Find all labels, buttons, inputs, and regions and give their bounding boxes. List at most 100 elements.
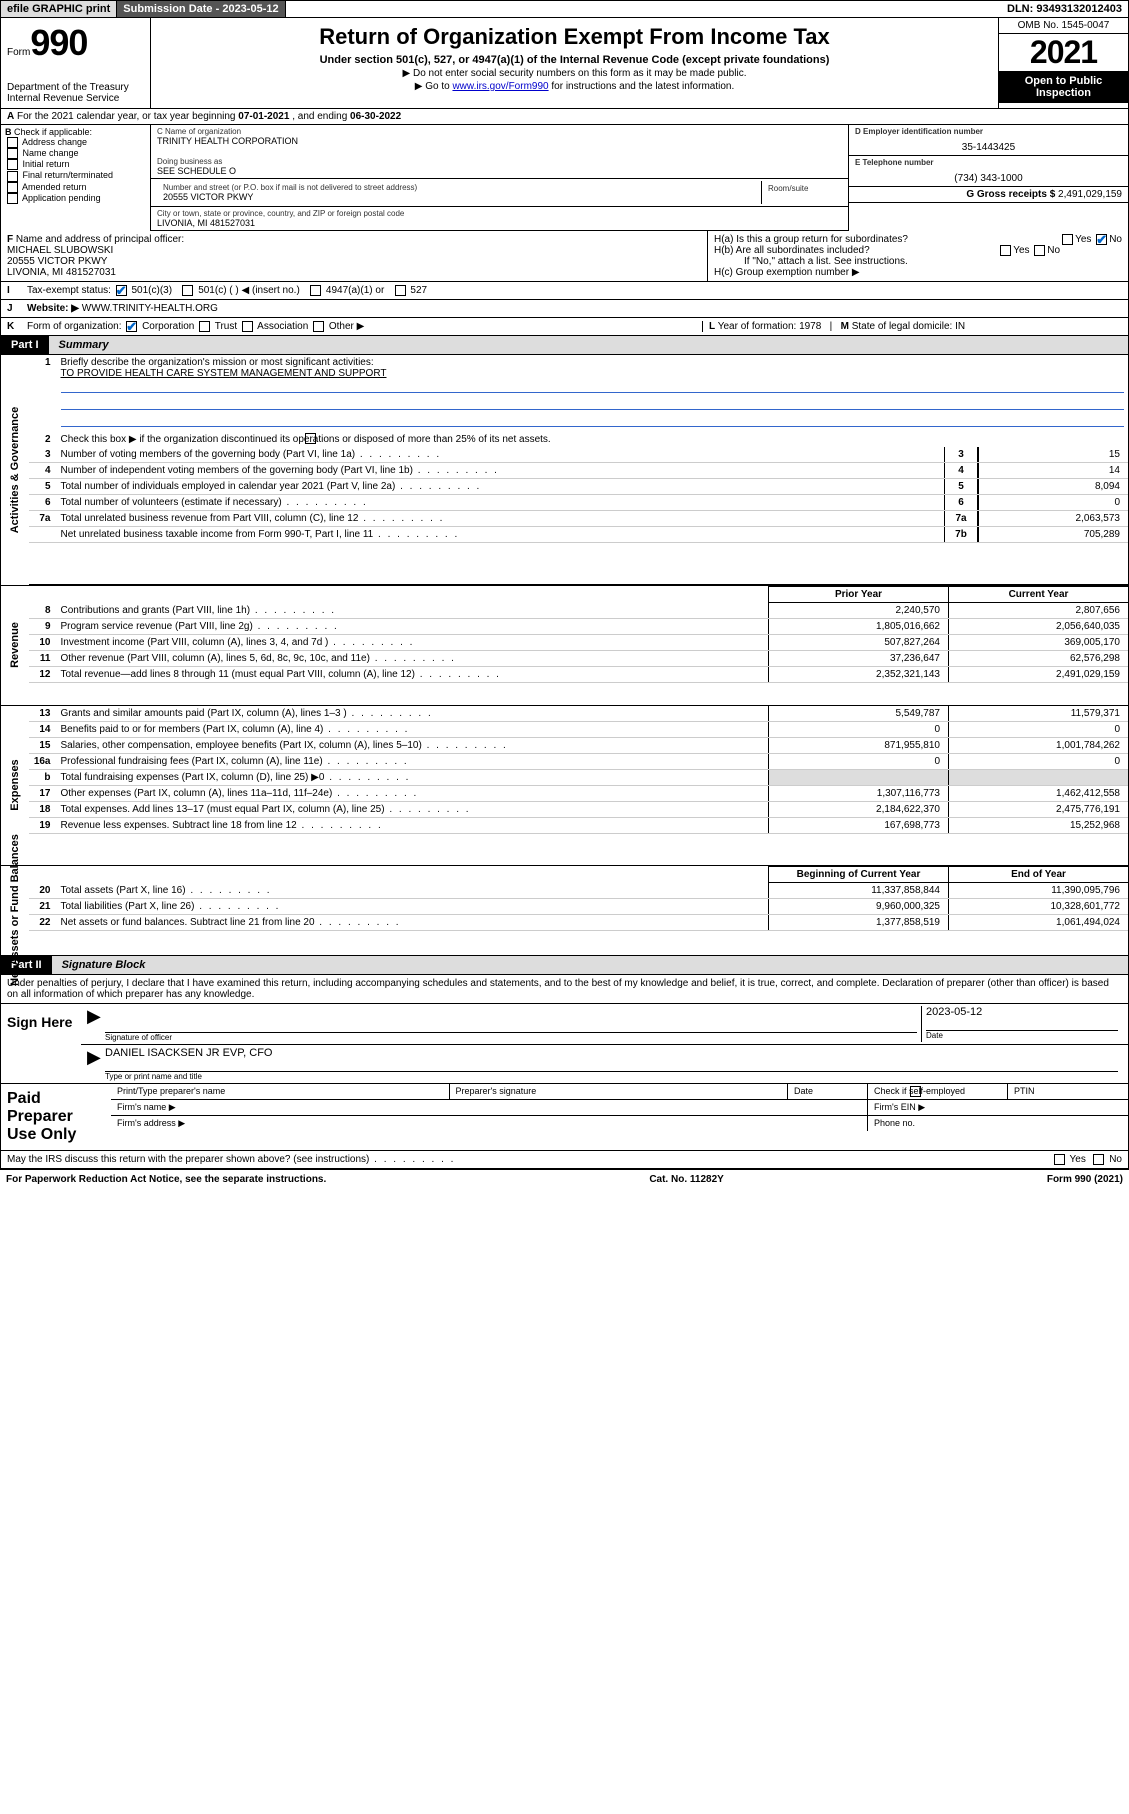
cb-501c3[interactable]	[116, 285, 127, 296]
instructions-link[interactable]: www.irs.gov/Form990	[452, 81, 548, 92]
website-url: WWW.TRINITY-HEALTH.ORG	[82, 303, 218, 314]
firm-addr-label: Firm's address ▶	[111, 1116, 868, 1131]
cb-initial-return[interactable]	[7, 159, 18, 170]
part2-header: Part II Signature Block	[0, 956, 1129, 975]
cb-501c[interactable]	[182, 285, 193, 296]
revenue-line-8: 8Contributions and grants (Part VIII, li…	[29, 603, 1129, 619]
cb-assoc[interactable]	[242, 321, 253, 332]
cb-4947[interactable]	[310, 285, 321, 296]
org-street: 20555 VICTOR PKWY	[163, 192, 755, 202]
firm-name-label: Firm's name ▶	[111, 1100, 868, 1115]
sign-here-label: Sign Here	[1, 1004, 81, 1083]
note-link: ▶ Go to www.irs.gov/Form990 for instruct…	[157, 81, 992, 92]
year-formation: 1978	[799, 321, 821, 332]
cb-trust[interactable]	[199, 321, 210, 332]
summary-line-3: 3Number of voting members of the governi…	[29, 447, 1129, 463]
cb-name-change[interactable]	[7, 148, 18, 159]
website-heading: Website: ▶	[27, 303, 79, 314]
cb-discuss-yes[interactable]	[1054, 1154, 1065, 1165]
form-subtitle: Under section 501(c), 527, or 4947(a)(1)…	[157, 54, 992, 66]
tax-status-heading: Tax-exempt status:	[27, 285, 111, 296]
officer-printed-name: DANIEL ISACKSEN JR EVP, CFO	[105, 1047, 1118, 1059]
sign-here-block: Sign Here ▶ Signature of officer 2023-05…	[0, 1004, 1129, 1084]
hdr-prior-year: Prior Year	[768, 586, 948, 603]
discuss-question: May the IRS discuss this return with the…	[7, 1154, 455, 1165]
expense-line-19: 19Revenue less expenses. Subtract line 1…	[29, 818, 1129, 834]
dept-label: Department of the Treasury Internal Reve…	[7, 82, 144, 104]
col-c: C Name of organization TRINITY HEALTH CO…	[151, 125, 848, 231]
q1-label: Briefly describe the organization's miss…	[61, 357, 374, 368]
col-b: B Check if applicable: Address change Na…	[1, 125, 151, 231]
tax-year: 2021	[999, 34, 1128, 71]
cb-final-return[interactable]	[7, 171, 18, 182]
sidebar-net: Net Assets or Fund Balances	[9, 834, 21, 986]
omb-number: OMB No. 1545-0047	[999, 18, 1128, 34]
paid-preparer-block: Paid Preparer Use Only Print/Type prepar…	[0, 1084, 1129, 1151]
expense-line-17: 17Other expenses (Part IX, column (A), l…	[29, 786, 1129, 802]
page-footer: For Paperwork Reduction Act Notice, see …	[0, 1169, 1129, 1189]
org-dba: SEE SCHEDULE O	[157, 166, 842, 176]
cb-hb-yes[interactable]	[1000, 245, 1011, 256]
note-ssn: ▶ Do not enter social security numbers o…	[157, 68, 992, 79]
tax-year-end: 06-30-2022	[350, 111, 401, 122]
form-number: 990	[30, 22, 87, 63]
summary-line-5: 5Total number of individuals employed in…	[29, 479, 1129, 495]
part1-table: Activities & Governance 1 Briefly descri…	[0, 355, 1129, 956]
dln: DLN: 93493132012403	[286, 1, 1128, 17]
revenue-line-9: 9Program service revenue (Part VIII, lin…	[29, 619, 1129, 635]
cb-ha-no[interactable]	[1096, 234, 1107, 245]
sidebar-revenue: Revenue	[9, 622, 21, 668]
summary-line-6: 6Total number of volunteers (estimate if…	[29, 495, 1129, 511]
sidebar-activities: Activities & Governance	[9, 407, 21, 534]
section-bcd: B Check if applicable: Address change Na…	[0, 125, 1129, 231]
paid-preparer-label: Paid Preparer Use Only	[1, 1084, 111, 1150]
arrow-icon: ▶	[87, 1006, 101, 1042]
open-public: Open to Public Inspection	[999, 71, 1128, 103]
cb-address-change[interactable]	[7, 137, 18, 148]
preparer-sig-label: Preparer's signature	[450, 1084, 789, 1099]
officer-name: MICHAEL SLUBOWSKI	[7, 245, 113, 256]
cb-discuss-no[interactable]	[1093, 1154, 1104, 1165]
cb-hb-no[interactable]	[1034, 245, 1045, 256]
tax-year-begin: 07-01-2021	[238, 111, 289, 122]
footer-mid: Cat. No. 11282Y	[649, 1174, 723, 1185]
col-d: D Employer identification number 35-1443…	[848, 125, 1128, 231]
hdr-current-year: Current Year	[948, 586, 1128, 603]
cb-other[interactable]	[313, 321, 324, 332]
revenue-line-11: 11Other revenue (Part VIII, column (A), …	[29, 651, 1129, 667]
officer-addr2: LIVONIA, MI 481527031	[7, 267, 116, 278]
cb-527[interactable]	[395, 285, 406, 296]
expense-line-13: 13Grants and similar amounts paid (Part …	[29, 706, 1129, 722]
mission-text: TO PROVIDE HEALTH CARE SYSTEM MANAGEMENT…	[61, 368, 387, 379]
ein: 35-1443425	[855, 136, 1122, 153]
hc-question: H(c) Group exemption number ▶	[714, 267, 1122, 278]
cb-discontinued[interactable]	[305, 433, 316, 444]
telephone: (734) 343-1000	[855, 167, 1122, 184]
ha-question: H(a) Is this a group return for subordin…	[714, 234, 908, 245]
form-org-heading: Form of organization:	[27, 321, 122, 332]
ptin-label: PTIN	[1008, 1084, 1128, 1099]
cb-self-employed[interactable]	[910, 1086, 921, 1097]
form-title: Return of Organization Exempt From Incom…	[157, 24, 992, 50]
form-prefix: Form	[7, 47, 30, 58]
revenue-line-10: 10Investment income (Part VIII, column (…	[29, 635, 1129, 651]
net-line-21: 21Total liabilities (Part X, line 26)9,9…	[29, 899, 1129, 915]
declaration-text: Under penalties of perjury, I declare th…	[0, 975, 1129, 1004]
gross-receipts: 2,491,029,159	[1058, 189, 1122, 200]
cb-ha-yes[interactable]	[1062, 234, 1073, 245]
net-line-22: 22Net assets or fund balances. Subtract …	[29, 915, 1129, 931]
hb-note: If "No," attach a list. See instructions…	[714, 256, 1122, 267]
summary-line-7a: 7aTotal unrelated business revenue from …	[29, 511, 1129, 527]
officer-heading: Name and address of principal officer:	[16, 234, 184, 245]
expense-line-15: 15Salaries, other compensation, employee…	[29, 738, 1129, 754]
revenue-line-12: 12Total revenue—add lines 8 through 11 (…	[29, 667, 1129, 683]
summary-line-4: 4Number of independent voting members of…	[29, 463, 1129, 479]
cb-app-pending[interactable]	[7, 193, 18, 204]
expense-line-b: bTotal fundraising expenses (Part IX, co…	[29, 770, 1129, 786]
top-bar: efile GRAPHIC print Submission Date - 20…	[0, 0, 1129, 18]
preparer-name-label: Print/Type preparer's name	[111, 1084, 450, 1099]
cb-corp[interactable]	[126, 321, 137, 332]
submission-date: Submission Date - 2023-05-12	[117, 1, 285, 17]
cb-amended[interactable]	[7, 182, 18, 193]
officer-addr1: 20555 VICTOR PKWY	[7, 256, 107, 267]
